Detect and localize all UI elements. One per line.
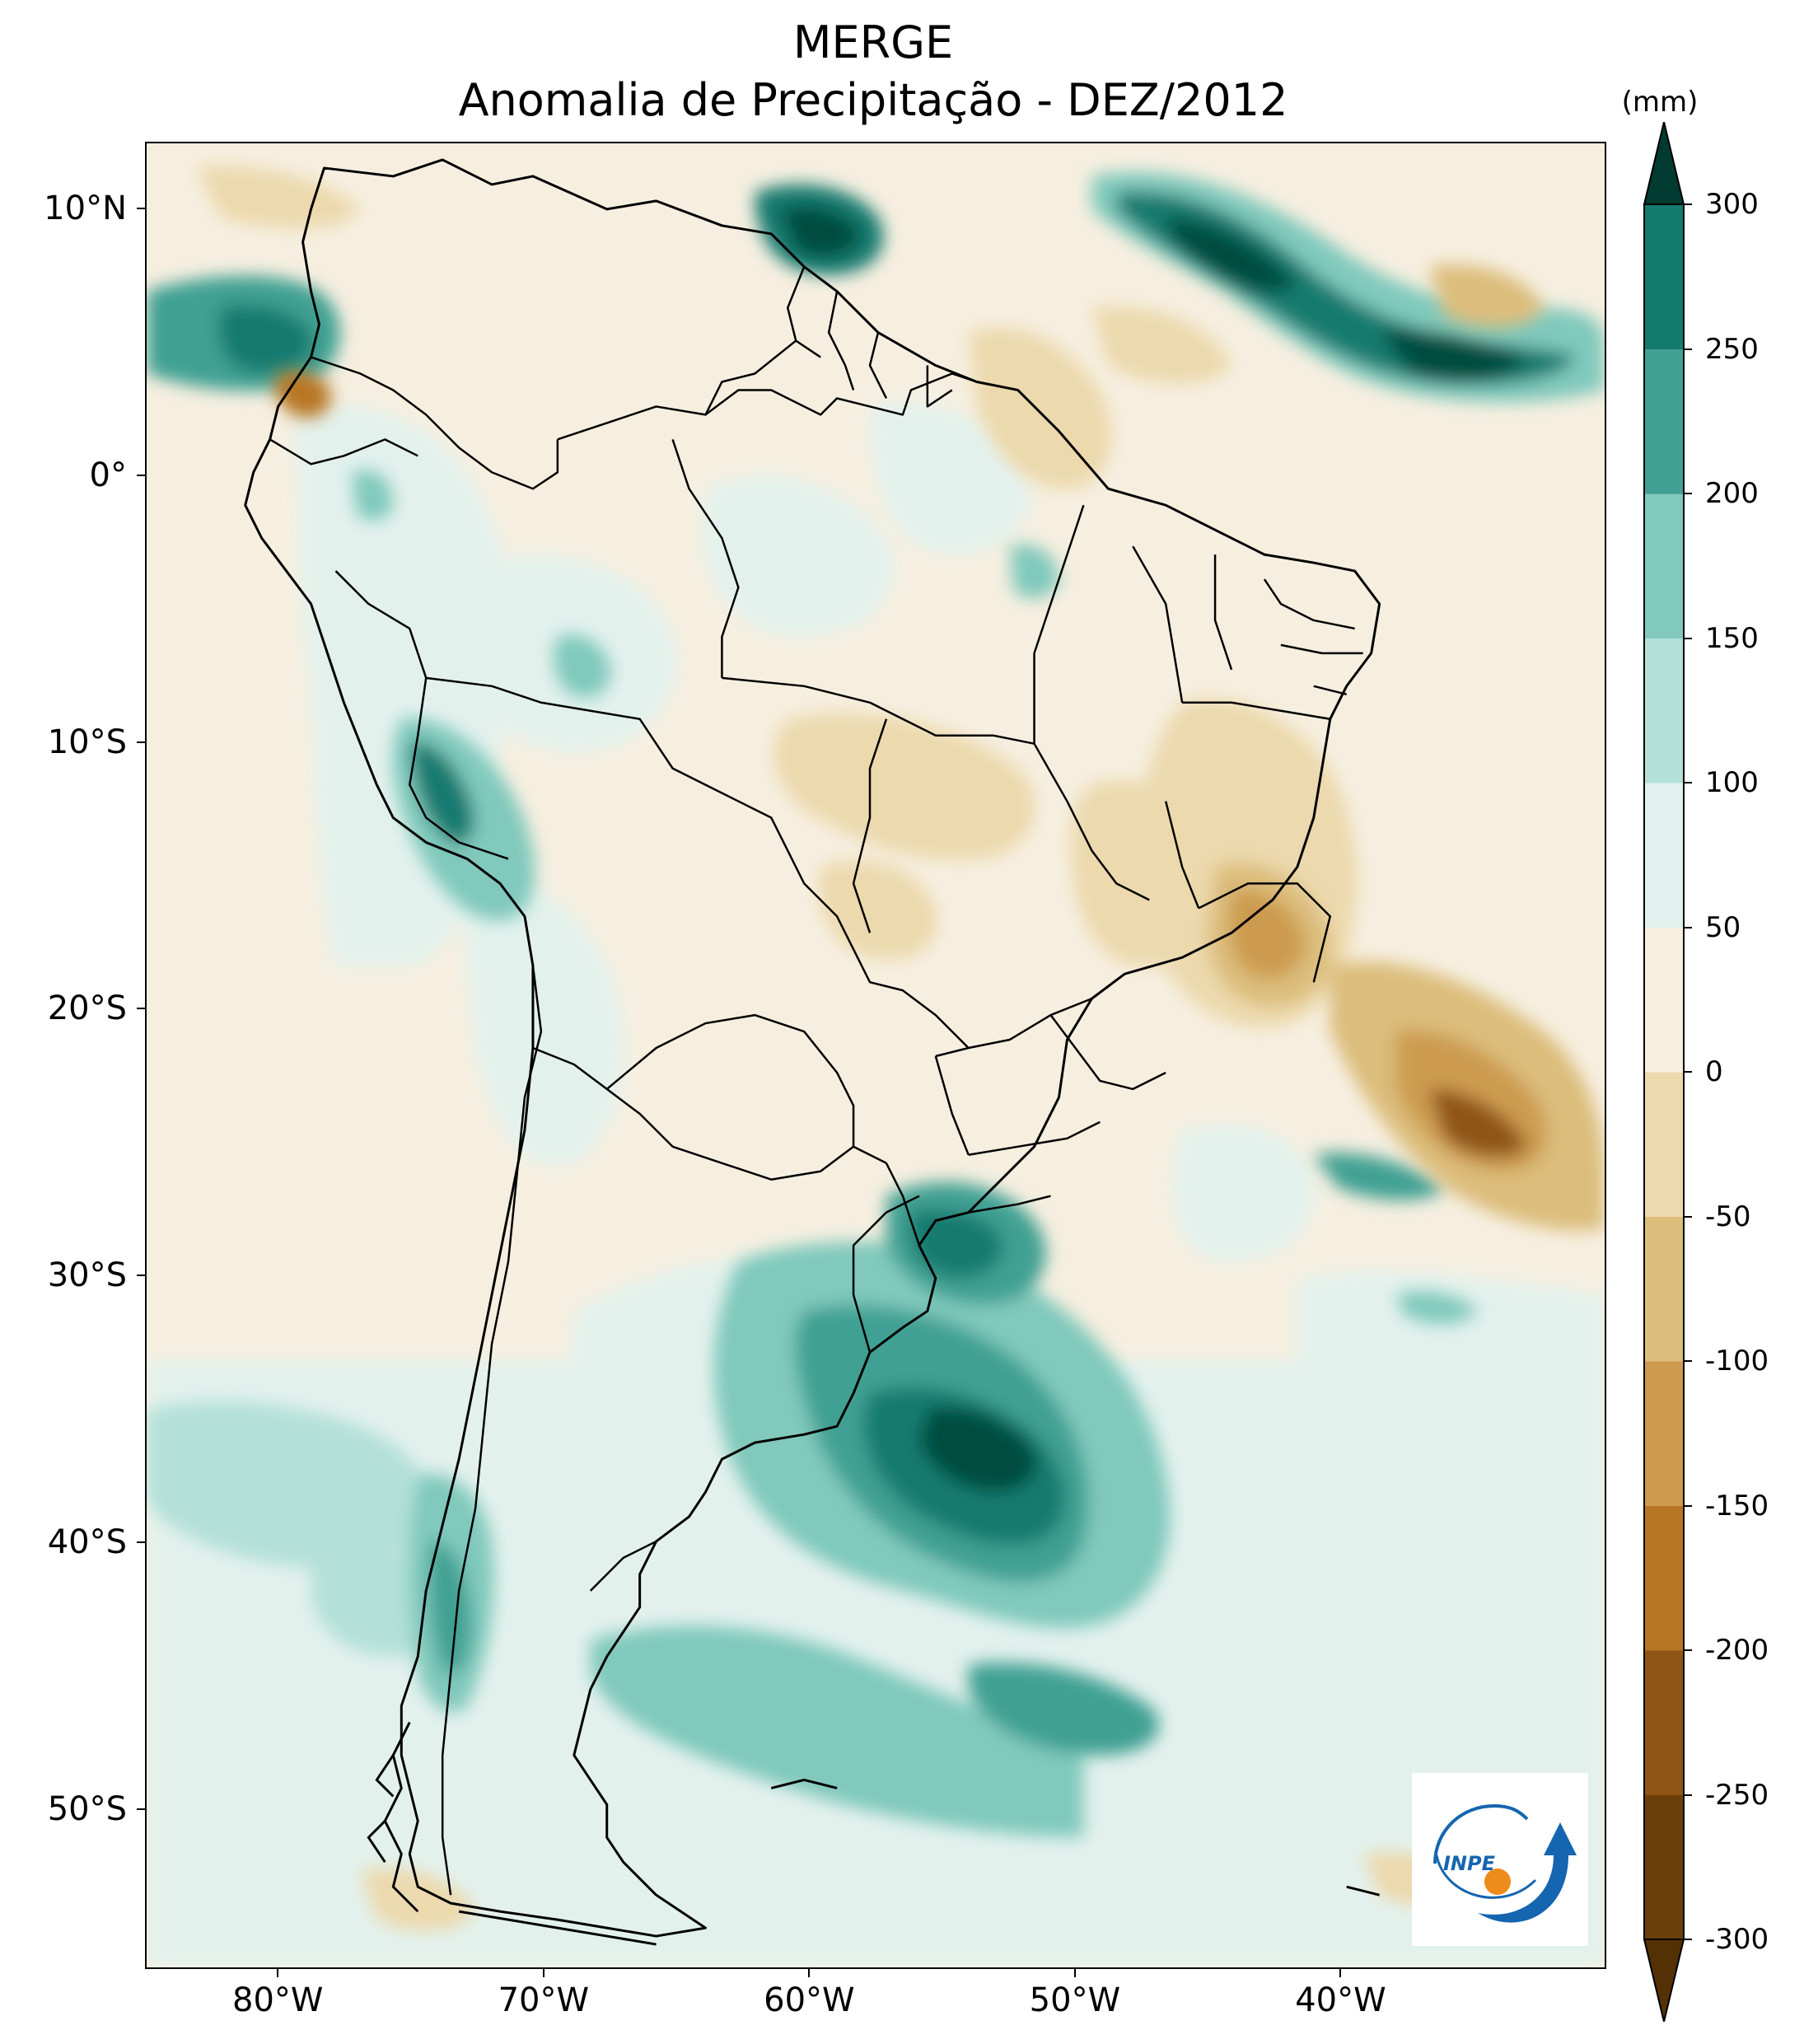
colorbar-tick-label: -150 bbox=[1705, 1489, 1769, 1522]
lat-tick-label: 10°S bbox=[47, 723, 127, 761]
lon-tick-label: 40°W bbox=[1295, 1981, 1386, 2019]
colorbar-tick-mark bbox=[1684, 203, 1692, 205]
colorbar-tick-mark bbox=[1684, 782, 1692, 783]
lat-tick-mark bbox=[137, 1541, 145, 1543]
colorbar-bin bbox=[1644, 1650, 1684, 1795]
colorbar-tick-label: -250 bbox=[1705, 1778, 1769, 1812]
lon-tick-label: 70°W bbox=[498, 1981, 590, 2019]
colorbar-tick-label: 250 bbox=[1705, 332, 1759, 366]
anomaly-negative-field bbox=[195, 166, 1605, 1932]
colorbar-tick-mark bbox=[1684, 637, 1692, 639]
lon-tick-mark bbox=[808, 1969, 811, 1977]
colorbar-tick-label: 150 bbox=[1705, 621, 1759, 655]
lat-tick-mark bbox=[137, 207, 145, 209]
lat-tick-label: 20°S bbox=[47, 989, 127, 1028]
state-borders bbox=[269, 266, 1363, 1896]
colorbar-bin bbox=[1644, 927, 1684, 1073]
colorbar-bin bbox=[1644, 1072, 1684, 1217]
lon-tick-label: 60°W bbox=[764, 1981, 855, 2019]
colorbar-tick-mark bbox=[1684, 348, 1692, 350]
colorbar-bin bbox=[1644, 1216, 1684, 1362]
lat-tick-mark bbox=[137, 1808, 145, 1810]
map-title: MERGE bbox=[792, 16, 954, 68]
colorbar-bin bbox=[1644, 493, 1684, 638]
colorbar-tick-label: -100 bbox=[1705, 1345, 1769, 1377]
colorbar-tick-mark bbox=[1684, 1794, 1692, 1796]
colorbar-bin bbox=[1644, 348, 1684, 494]
colorbar-bin bbox=[1644, 783, 1684, 928]
colorbar-tick-label: 0 bbox=[1705, 1055, 1723, 1088]
country-borders bbox=[244, 158, 1381, 1938]
colorbar-tick-mark bbox=[1684, 1504, 1692, 1507]
colorbar-tick-mark bbox=[1684, 1215, 1692, 1218]
lat-tick-mark bbox=[137, 741, 145, 743]
lat-tick-mark bbox=[137, 1008, 145, 1010]
colorbar-bin bbox=[1644, 1505, 1684, 1651]
map-subtitle: Anomalia de Precipitação - DEZ/2012 bbox=[458, 74, 1288, 126]
colorbar-extend-min bbox=[1643, 1939, 1685, 2022]
lat-tick-label: 50°S bbox=[47, 1789, 127, 1828]
lon-tick-mark bbox=[1073, 1969, 1076, 1977]
lat-tick-label: 40°S bbox=[47, 1522, 127, 1561]
colorbar-tick-mark bbox=[1684, 926, 1692, 928]
lat-tick-mark bbox=[137, 474, 145, 476]
lon-tick-mark bbox=[1339, 1969, 1342, 1977]
lon-tick-mark bbox=[542, 1969, 544, 1977]
inpe-logo: INPE bbox=[1412, 1773, 1588, 1946]
colorbar-tick-mark bbox=[1684, 1939, 1692, 1940]
lon-tick-label: 80°W bbox=[232, 1981, 324, 2019]
colorbar-bin bbox=[1644, 1794, 1684, 1940]
colorbar-unit-label: (mm) bbox=[1621, 86, 1699, 119]
colorbar-bin bbox=[1644, 1361, 1684, 1506]
colorbar-bin bbox=[1644, 204, 1684, 349]
anomaly-positive-field bbox=[147, 171, 1605, 1838]
lon-tick-mark bbox=[277, 1969, 279, 1977]
inpe-logo-text: INPE bbox=[1443, 1852, 1496, 1875]
colorbar-bin bbox=[1644, 638, 1684, 783]
precipitation-anomaly-map bbox=[147, 143, 1605, 1967]
lat-tick-label: 10°N bbox=[44, 189, 127, 227]
colorbar-tick-mark bbox=[1684, 493, 1692, 494]
colorbar-extend-max bbox=[1643, 122, 1685, 205]
colorbar-tick-mark bbox=[1684, 1071, 1692, 1073]
lon-tick-label: 50°W bbox=[1029, 1981, 1121, 2019]
coastline-islands bbox=[367, 1721, 1380, 1946]
colorbar-tick-label: 300 bbox=[1705, 188, 1759, 221]
colorbar-tick-label: -50 bbox=[1705, 1200, 1751, 1233]
colorbar-tick-label: 100 bbox=[1705, 766, 1759, 799]
colorbar-tick-mark bbox=[1684, 1649, 1692, 1651]
colorbar bbox=[1643, 122, 1685, 2022]
colorbar-tick-label: 200 bbox=[1705, 477, 1759, 510]
lat-tick-label: 0° bbox=[89, 456, 127, 494]
colorbar-tick-label: 50 bbox=[1705, 910, 1741, 944]
lat-tick-mark bbox=[137, 1275, 145, 1277]
lat-tick-label: 30°S bbox=[47, 1256, 127, 1295]
colorbar-tick-mark bbox=[1684, 1360, 1692, 1362]
colorbar-tick-label: -300 bbox=[1705, 1923, 1769, 1956]
inpe-logo-icon: INPE bbox=[1433, 1803, 1577, 1923]
map-panel bbox=[145, 142, 1606, 1969]
colorbar-tick-label: -200 bbox=[1705, 1634, 1769, 1667]
